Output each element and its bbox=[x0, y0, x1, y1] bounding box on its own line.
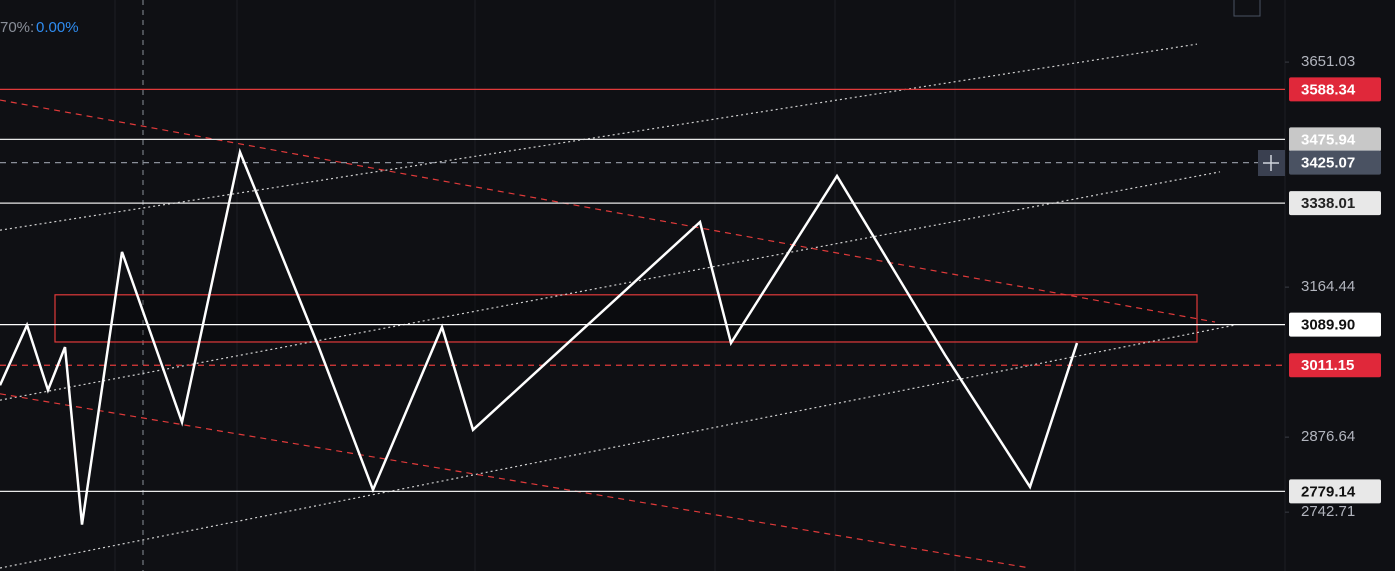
price-label-box bbox=[1289, 77, 1381, 102]
header-right: 0.00% bbox=[36, 19, 79, 36]
crosshair-button[interactable] bbox=[1258, 150, 1285, 176]
price-label: 3089.90 bbox=[1301, 317, 1355, 334]
trend-line bbox=[0, 43, 1198, 231]
trend-line bbox=[0, 171, 1221, 401]
y-tick-label: 3164.44 bbox=[1301, 278, 1355, 295]
zone-box bbox=[54, 294, 1198, 343]
zigzag-line bbox=[0, 147, 1079, 525]
y-tick-label: 3651.03 bbox=[1301, 53, 1355, 70]
price-label: 3425.07 bbox=[1301, 155, 1355, 172]
corner-icon[interactable] bbox=[1233, 0, 1261, 17]
price-label-box bbox=[1289, 312, 1381, 337]
price-label: 3588.34 bbox=[1301, 81, 1356, 98]
trend-line bbox=[0, 99, 1216, 323]
plus-icon bbox=[1263, 155, 1279, 171]
header-left: 70%: bbox=[0, 19, 34, 36]
y-tick-label: 2876.64 bbox=[1301, 428, 1355, 445]
price-label-box bbox=[1289, 353, 1381, 378]
grid bbox=[114, 0, 1286, 571]
price-label-box bbox=[1289, 150, 1381, 175]
price-label: 3475.94 bbox=[1301, 131, 1356, 148]
price-label-box bbox=[1289, 127, 1381, 152]
price-label: 2779.14 bbox=[1301, 483, 1356, 500]
icon-frame[interactable] bbox=[1233, 0, 1261, 17]
y-tick-label: 2742.71 bbox=[1301, 503, 1355, 520]
price-label-box bbox=[1289, 479, 1381, 504]
price-label: 3011.15 bbox=[1301, 357, 1354, 374]
price-label-box bbox=[1289, 191, 1381, 216]
price-label: 3338.01 bbox=[1301, 195, 1355, 212]
trend-line bbox=[0, 393, 1031, 569]
